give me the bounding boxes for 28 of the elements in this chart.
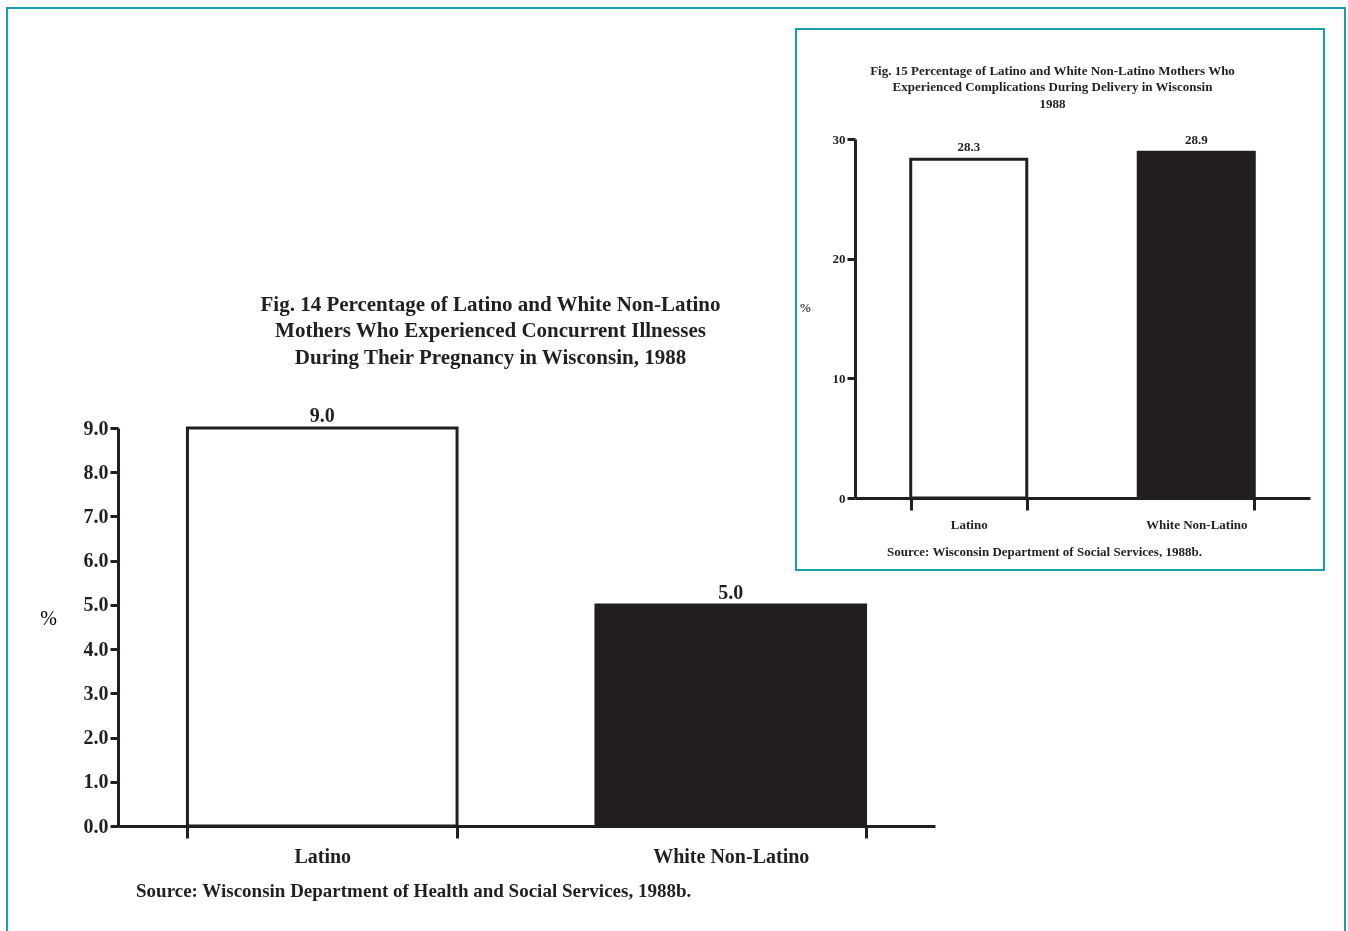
chart-title: Fig. 15 Percentage of Latino and White Non-Latino Mothers Who Experienced Complications During Delivery in Wisconsin 1988 <box>870 62 1235 111</box>
y-axis-title: % <box>800 299 812 315</box>
source-note: Source: Wisconsin Department of Health and Social Services, 1988b. <box>136 880 692 902</box>
y-tick-label: 3.0 <box>83 681 109 704</box>
y-tick-label: 9.0 <box>83 416 109 439</box>
chart-title: Fig. 14 Percentage of Latino and White Non-Latino Mothers Who Experienced Concurrent Illnesses During Their Pregnancy in Wisconsin, 1988 <box>260 291 721 369</box>
y-tick-label: 4.0 <box>83 637 109 660</box>
x-tick-label: Latino <box>950 516 988 532</box>
data-label: 9.0 <box>309 404 335 426</box>
y-tick-label: 2.0 <box>83 726 109 749</box>
x-tick-label: White Non-Latino <box>1146 516 1248 532</box>
y-tick-label: 8.0 <box>83 460 109 483</box>
data-label: 28.9 <box>1184 132 1209 148</box>
y-tick-label: 7.0 <box>83 504 109 527</box>
data-label: 5.0 <box>718 580 744 603</box>
x-tick-label: White Non-Latino <box>653 844 810 867</box>
y-tick-label: 30 <box>832 131 846 147</box>
data-label: 28.3 <box>957 139 981 155</box>
y-tick-label: 0.0 <box>83 814 109 837</box>
y-tick-label: 5.0 <box>83 593 109 616</box>
y-tick-label: 10 <box>832 370 846 386</box>
y-tick-label: 20 <box>832 251 846 267</box>
y-tick-label: 0 <box>839 490 846 506</box>
annotation: Source: Wisconsin Department of Social Services, 1988b. <box>887 544 1202 560</box>
y-axis-title: % <box>40 606 57 629</box>
y-tick-label: 6.0 <box>83 549 109 572</box>
x-tick-label: Latino <box>294 844 352 867</box>
y-tick-label: 1.0 <box>83 770 109 793</box>
